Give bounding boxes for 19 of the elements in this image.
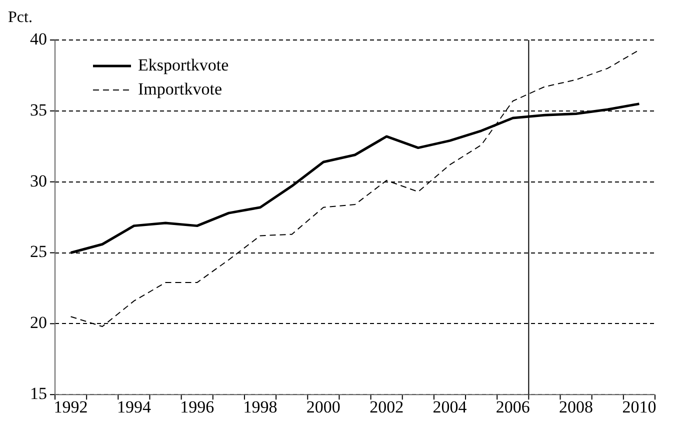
y-tick-label: 35: [30, 100, 47, 120]
x-tick-label: 1994: [116, 397, 152, 416]
x-tick-label: 1996: [180, 397, 214, 416]
x-tick-label: 2004: [432, 397, 468, 416]
x-tick-label: 1998: [243, 397, 278, 416]
y-tick-label: 15: [30, 384, 47, 404]
y-tick-label: 20: [30, 313, 47, 332]
x-tick-label: 2002: [370, 397, 404, 416]
y-tick-label: 25: [30, 242, 47, 262]
legend-label: Eksportkvote: [138, 55, 229, 74]
y-tick-label: 30: [30, 171, 47, 190]
legend-label: Importkvote: [138, 79, 222, 98]
y-axis-title: Pct.: [8, 9, 32, 26]
y-tick-label: 40: [30, 29, 47, 48]
x-tick-label: 2000: [306, 397, 340, 416]
x-tick-label: 1992: [54, 397, 88, 416]
x-tick-label: 2010: [622, 397, 656, 416]
x-tick-label: 2008: [559, 397, 594, 416]
x-tick-label: 2006: [496, 397, 530, 416]
